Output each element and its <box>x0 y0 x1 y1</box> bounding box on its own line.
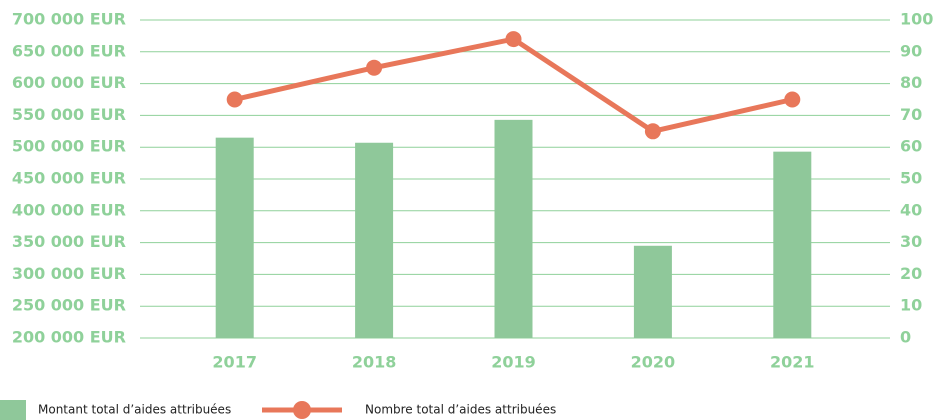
x-tick-label: 2020 <box>631 353 676 372</box>
y-tick-label: 550 000 EUR <box>12 105 126 124</box>
bar <box>355 142 394 338</box>
y2-tick-label: 100 <box>900 10 933 29</box>
bar <box>215 137 254 338</box>
y-tick-label: 250 000 EUR <box>12 296 126 315</box>
bar <box>773 151 812 338</box>
y2-tick-label: 70 <box>900 105 922 124</box>
y2-tick-label: 30 <box>900 232 922 251</box>
x-tick-label: 2021 <box>770 353 815 372</box>
y2-tick-label: 80 <box>900 73 922 92</box>
y2-tick-label: 60 <box>900 137 922 156</box>
legend-swatch <box>293 401 311 419</box>
x-tick-label: 2018 <box>352 353 397 372</box>
y-tick-label: 200 000 EUR <box>12 328 126 347</box>
line-marker <box>784 91 801 108</box>
bar <box>494 119 533 339</box>
y-tick-label: 600 000 EUR <box>12 73 126 92</box>
y-tick-label: 500 000 EUR <box>12 137 126 156</box>
y-tick-label: 300 000 EUR <box>12 264 126 283</box>
y2-tick-label: 50 <box>900 169 922 188</box>
line <box>234 36 793 134</box>
y-tick-label: 650 000 EUR <box>12 41 126 60</box>
y-tick-label: 450 000 EUR <box>12 169 126 188</box>
legend-label: Nombre total d’aides attribuées <box>365 403 556 417</box>
line-marker <box>644 123 661 140</box>
y2-tick-label: 0 <box>900 328 911 347</box>
x-tick-label: 2019 <box>491 353 536 372</box>
y2-tick-label: 20 <box>900 264 922 283</box>
legend-label: Montant total d’aides attribuées <box>38 403 231 417</box>
line-marker <box>505 31 522 48</box>
y2-tick-label: 90 <box>900 41 922 60</box>
y-tick-label: 350 000 EUR <box>12 232 126 251</box>
y2-tick-label: 10 <box>900 296 922 315</box>
x-tick-label: 2017 <box>212 353 257 372</box>
legend-swatch <box>0 400 26 420</box>
y-tick-label: 700 000 EUR <box>12 10 126 29</box>
y2-tick-label: 40 <box>900 200 922 219</box>
line-marker <box>226 91 243 108</box>
y-tick-label: 400 000 EUR <box>12 200 126 219</box>
line-marker <box>366 59 383 76</box>
bar <box>633 245 672 338</box>
